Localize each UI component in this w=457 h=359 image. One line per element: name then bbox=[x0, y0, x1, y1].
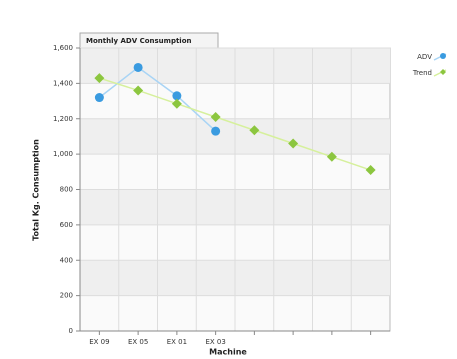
series-line bbox=[99, 77, 371, 171]
y-axis-title: Total Kg. Consumption bbox=[32, 139, 41, 241]
legend-label: ADV bbox=[417, 53, 432, 61]
y-tick-label: 0 bbox=[69, 327, 73, 335]
data-point bbox=[211, 126, 221, 136]
chart-title: Monthly ADV Consumption bbox=[86, 37, 192, 45]
y-tick-label: 800 bbox=[60, 186, 73, 194]
x-axis-title: Machine bbox=[209, 348, 247, 357]
data-point bbox=[133, 85, 144, 96]
data-point bbox=[249, 125, 260, 136]
y-tick-label: 1,200 bbox=[53, 115, 73, 123]
data-point bbox=[326, 151, 337, 162]
legend-marker bbox=[440, 53, 446, 59]
data-point bbox=[288, 138, 299, 149]
x-tick-label: EX 09 bbox=[89, 338, 109, 346]
y-tick-label: 1,400 bbox=[53, 79, 73, 87]
data-point bbox=[171, 98, 182, 109]
x-tick-label: EX 05 bbox=[128, 338, 148, 346]
y-tick-label: 200 bbox=[60, 292, 73, 300]
series-line bbox=[98, 66, 217, 132]
data-point bbox=[365, 165, 376, 176]
x-tick-label: EX 01 bbox=[167, 338, 187, 346]
data-point bbox=[172, 91, 182, 101]
data-point bbox=[133, 62, 143, 72]
legend-marker bbox=[440, 69, 446, 75]
y-tick-label: 600 bbox=[60, 221, 73, 229]
y-tick-label: 400 bbox=[60, 256, 73, 264]
data-point bbox=[94, 93, 104, 103]
y-tick-label: 1,000 bbox=[53, 150, 73, 158]
legend-label: Trend bbox=[412, 69, 432, 77]
y-tick-label: 1,600 bbox=[53, 44, 73, 52]
data-point bbox=[210, 111, 221, 122]
data-point bbox=[94, 73, 105, 84]
x-tick-label: EX 03 bbox=[205, 338, 225, 346]
